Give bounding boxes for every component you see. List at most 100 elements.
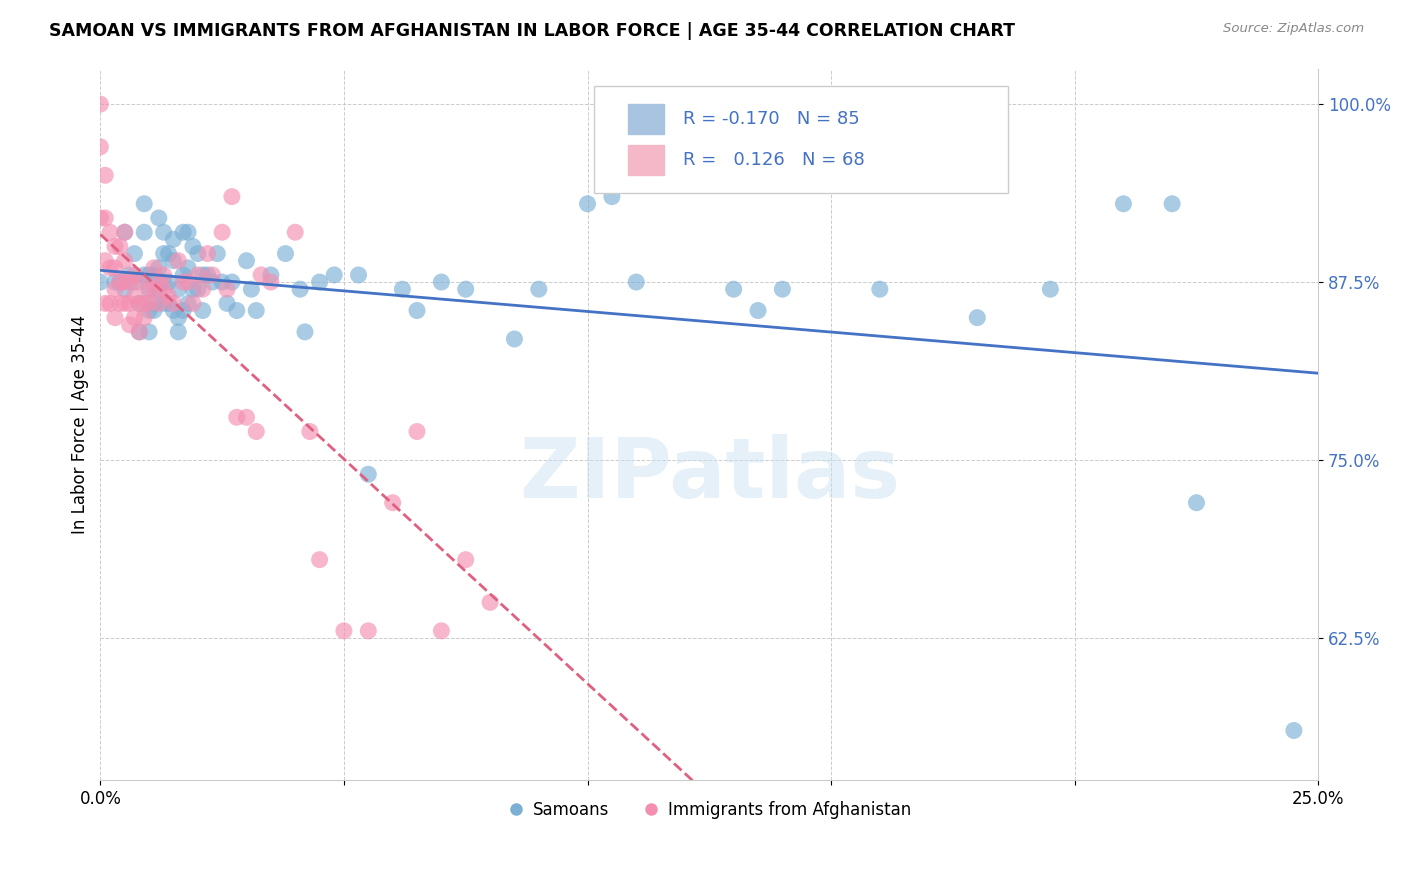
- Point: [108, 275, 131, 289]
- Point: [347, 268, 370, 282]
- Point: [128, 296, 150, 310]
- Point: [148, 260, 170, 275]
- Point: [98, 296, 121, 310]
- Point: [124, 268, 146, 282]
- Point: [600, 189, 623, 203]
- Point: [1185, 496, 1208, 510]
- Point: [134, 225, 156, 239]
- Point: [108, 296, 131, 310]
- Point: [157, 246, 180, 260]
- Point: [124, 289, 146, 303]
- Point: [167, 253, 190, 268]
- Point: [381, 496, 404, 510]
- Point: [162, 303, 184, 318]
- Point: [118, 275, 141, 289]
- Point: [211, 225, 233, 239]
- Point: [108, 275, 131, 289]
- Point: [406, 425, 429, 439]
- Point: [357, 467, 380, 482]
- Point: [134, 196, 156, 211]
- Point: [89, 275, 111, 289]
- Point: [138, 282, 160, 296]
- Point: [197, 246, 219, 260]
- Point: [142, 260, 165, 275]
- Point: [114, 225, 136, 239]
- Point: [104, 282, 127, 296]
- Point: [201, 275, 224, 289]
- Point: [104, 275, 127, 289]
- Point: [1282, 723, 1305, 738]
- Point: [284, 225, 307, 239]
- Point: [221, 275, 243, 289]
- Point: [167, 282, 190, 296]
- Point: [181, 282, 204, 296]
- Point: [298, 425, 321, 439]
- Point: [114, 225, 136, 239]
- Point: [98, 225, 121, 239]
- Point: [167, 310, 190, 325]
- Point: [333, 624, 356, 638]
- Point: [430, 275, 453, 289]
- Point: [162, 296, 184, 310]
- Point: [181, 296, 204, 310]
- Point: [98, 260, 121, 275]
- Point: [157, 289, 180, 303]
- Point: [118, 296, 141, 310]
- Point: [406, 303, 429, 318]
- Point: [152, 275, 174, 289]
- Point: [626, 275, 648, 289]
- Point: [118, 268, 141, 282]
- Point: [152, 246, 174, 260]
- Point: [142, 303, 165, 318]
- Point: [118, 318, 141, 332]
- Point: [221, 189, 243, 203]
- Point: [172, 275, 194, 289]
- Point: [197, 268, 219, 282]
- Point: [191, 268, 214, 282]
- Point: [134, 296, 156, 310]
- Point: [157, 296, 180, 310]
- Point: [288, 282, 311, 296]
- Point: [134, 268, 156, 282]
- Point: [124, 275, 146, 289]
- Point: [294, 325, 316, 339]
- Point: [162, 253, 184, 268]
- Point: [148, 275, 170, 289]
- Point: [94, 169, 117, 183]
- Point: [187, 268, 209, 282]
- Point: [191, 303, 214, 318]
- Point: [869, 282, 891, 296]
- Point: [138, 325, 160, 339]
- Point: [108, 239, 131, 253]
- Point: [104, 260, 127, 275]
- Point: [1039, 282, 1062, 296]
- Point: [245, 425, 267, 439]
- Point: [250, 268, 273, 282]
- Point: [391, 282, 413, 296]
- Point: [576, 196, 599, 211]
- Point: [308, 552, 330, 566]
- Point: [323, 268, 346, 282]
- Point: [215, 296, 238, 310]
- Point: [138, 296, 160, 310]
- Point: [128, 325, 150, 339]
- Point: [181, 239, 204, 253]
- Text: ZIPatlas: ZIPatlas: [519, 434, 900, 515]
- Point: [357, 624, 380, 638]
- Point: [89, 140, 111, 154]
- Point: [94, 211, 117, 225]
- Point: [124, 246, 146, 260]
- Point: [114, 275, 136, 289]
- Point: [503, 332, 526, 346]
- Point: [89, 211, 111, 225]
- Point: [1161, 196, 1184, 211]
- Point: [148, 296, 170, 310]
- Point: [177, 260, 200, 275]
- Point: [142, 268, 165, 282]
- Point: [479, 595, 502, 609]
- Text: R = -0.170   N = 85: R = -0.170 N = 85: [682, 111, 859, 128]
- Point: [177, 225, 200, 239]
- Bar: [627, 104, 664, 135]
- Point: [201, 268, 224, 282]
- Point: [152, 225, 174, 239]
